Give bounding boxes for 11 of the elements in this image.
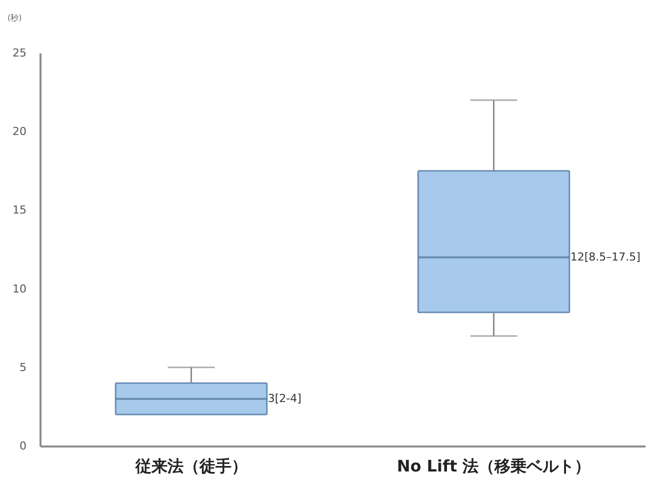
y-tick-label: 25 — [12, 46, 26, 60]
x-tick-label: No Lift 法（移乗ベルト） — [396, 456, 591, 476]
text: 3[2-4] — [268, 392, 302, 405]
y-tick-label: 5 — [20, 360, 26, 374]
y-tick-label: 15 — [12, 204, 26, 217]
text: 12[8.5–17.5] — [570, 250, 640, 264]
x-tick-label: 従来法（徒手） — [134, 456, 248, 476]
y-tick-label: 10 — [12, 282, 26, 296]
y-axis-title: (秒) — [8, 14, 22, 22]
y-tick-label: 20 — [12, 125, 26, 138]
y-tick-label: 0 — [20, 440, 26, 452]
